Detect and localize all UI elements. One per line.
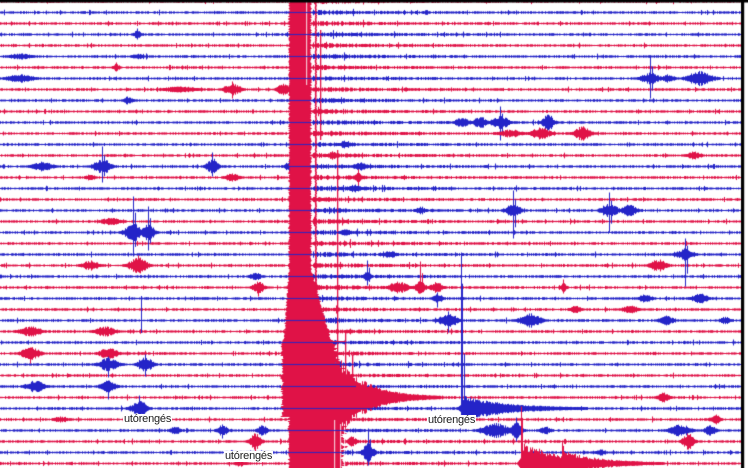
aftershock-label-3: utórengés: [224, 450, 274, 462]
aftershock-label-1: utórengés: [123, 413, 173, 425]
aftershock-label-2: utórengés: [427, 414, 477, 426]
